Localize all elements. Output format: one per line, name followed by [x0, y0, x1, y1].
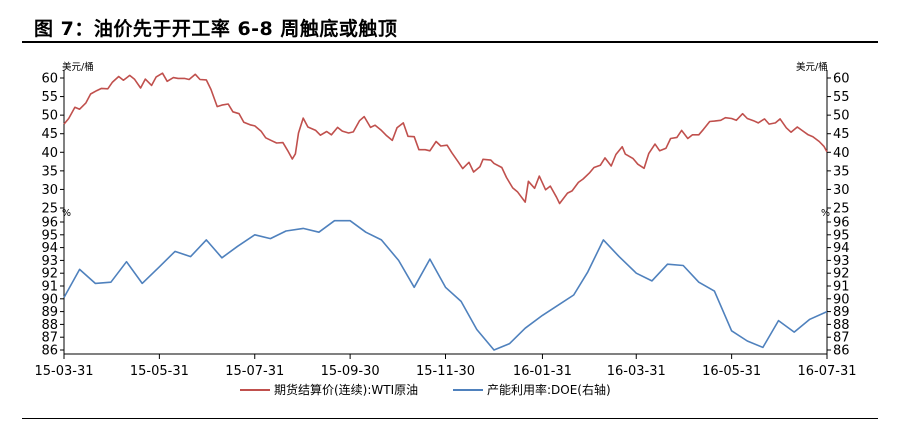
x-label-15-03-31: 15-03-31: [34, 364, 93, 379]
top-y-label-left-30: 30: [41, 183, 58, 198]
x-label-15-09-30: 15-09-30: [321, 364, 380, 379]
bottom-y-label-left-93: 93: [41, 254, 58, 269]
legend-label-doe: 产能利用率:DOE(右轴): [487, 382, 611, 397]
bottom-y-label-left-96: 96: [41, 216, 58, 231]
bottom-y-label-right-88: 88: [833, 318, 850, 333]
bottom-y-label-right-93: 93: [833, 254, 850, 269]
bottom-rule: [22, 418, 878, 419]
top-left-unit: 美元/桶: [62, 61, 94, 73]
doe-series-line: [63, 219, 828, 351]
legend-label-wti: 期货结算价(连续):WTI原油: [274, 382, 418, 397]
top-y-label-left-40: 40: [41, 146, 58, 161]
bottom-y-label-left-91: 91: [41, 280, 58, 295]
top-panel-y-ticks: 60 60 55 55 50 50 45 45 40 40 35 35 30 30 25 25: [41, 72, 849, 217]
x-label-15-05-31: 15-05-31: [130, 364, 189, 379]
top-y-label-right-60: 60: [833, 72, 850, 87]
top-y-label-left-25: 25: [41, 202, 58, 217]
x-label-16-03-31: 16-03-31: [607, 364, 666, 379]
top-y-label-right-55: 55: [833, 90, 850, 105]
bottom-y-label-right-91: 91: [833, 280, 850, 295]
bottom-right-unit: %: [821, 208, 830, 219]
x-axis-ticks: 15-03-31 15-05-31 15-07-31 15-09-30 15-11-30…: [34, 354, 857, 379]
top-y-label-right-30: 30: [833, 183, 850, 198]
bottom-y-label-left-86: 86: [41, 344, 58, 359]
bottom-y-label-right-87: 87: [833, 331, 850, 346]
top-y-label-left-60: 60: [41, 72, 58, 87]
top-y-label-right-45: 45: [833, 127, 850, 142]
x-label-16-01-31: 16-01-31: [513, 364, 572, 379]
top-y-label-left-35: 35: [41, 164, 58, 179]
x-label-16-05-31: 16-05-31: [702, 364, 761, 379]
x-label-15-11-30: 15-11-30: [416, 364, 475, 379]
figure-title: 图 7：油价先于开工率 6-8 周触底或触顶: [34, 18, 398, 40]
bottom-y-label-left-87: 87: [41, 331, 58, 346]
bottom-y-label-right-92: 92: [833, 267, 850, 282]
axes-layer: [63, 70, 828, 355]
bottom-y-label-right-95: 95: [833, 228, 850, 243]
bottom-y-label-left-88: 88: [41, 318, 58, 333]
top-y-label-left-55: 55: [41, 90, 58, 105]
bottom-y-label-right-89: 89: [833, 305, 850, 320]
top-y-label-left-50: 50: [41, 109, 58, 124]
x-label-16-07-31: 16-07-31: [797, 364, 856, 379]
bottom-left-unit: %: [62, 208, 71, 219]
title-rule: [22, 41, 878, 43]
legend: 期货结算价(连续):WTI原油 产能利用率:DOE(右轴): [240, 382, 611, 397]
bottom-y-label-left-89: 89: [41, 305, 58, 320]
bottom-y-label-right-94: 94: [833, 241, 850, 256]
top-y-label-right-40: 40: [833, 146, 850, 161]
top-y-label-right-35: 35: [833, 164, 850, 179]
bottom-y-label-left-95: 95: [41, 228, 58, 243]
top-right-unit: 美元/桶: [796, 61, 828, 73]
bottom-y-label-left-90: 90: [41, 292, 58, 307]
top-y-label-right-25: 25: [833, 202, 850, 217]
top-y-label-right-50: 50: [833, 109, 850, 124]
bottom-y-label-right-86: 86: [833, 344, 850, 359]
bottom-y-label-right-96: 96: [833, 216, 850, 231]
bottom-y-label-left-94: 94: [41, 241, 58, 256]
bottom-y-label-right-90: 90: [833, 292, 850, 307]
x-label-15-07-31: 15-07-31: [225, 364, 284, 379]
top-y-label-left-45: 45: [41, 127, 58, 142]
bottom-y-label-left-92: 92: [41, 267, 58, 282]
wti-series-line: [63, 72, 828, 205]
